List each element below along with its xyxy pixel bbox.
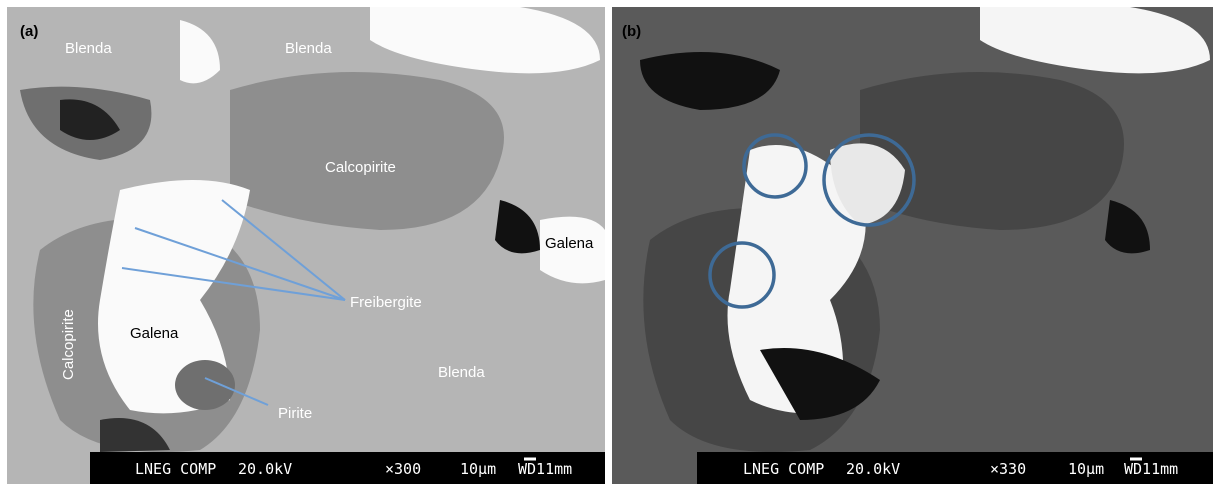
annotation: Blenda <box>65 40 112 57</box>
panel-label: (a) <box>20 23 38 40</box>
panel-label: (b) <box>622 23 641 40</box>
annotation: Galena <box>130 325 179 342</box>
panel-a: (a) Blenda Blenda Calcopirite Galena Fre… <box>7 7 605 484</box>
annotation: Calcopirite <box>325 159 396 176</box>
annotation: Pirite <box>278 405 312 422</box>
databar-text: LNEG COMP <box>743 460 824 478</box>
annotation: Galena <box>545 235 594 252</box>
databar-text: LNEG COMP <box>135 460 216 478</box>
panel-b: (b) LNEG COMP 20.0kV ×330 10μm WD11mm <box>612 7 1213 484</box>
annotation: Freibergite <box>350 294 422 311</box>
databar-text: 20.0kV <box>846 460 900 478</box>
databar-text: 10μm <box>460 460 496 478</box>
figure: (a) Blenda Blenda Calcopirite Galena Fre… <box>0 0 1213 484</box>
databar-text: 10μm <box>1068 460 1104 478</box>
databar-text: 20.0kV <box>238 460 292 478</box>
databar-text: ×300 <box>385 460 421 478</box>
databar-text: ×330 <box>990 460 1026 478</box>
annotation: Blenda <box>285 40 332 57</box>
annotation: Blenda <box>438 364 485 381</box>
databar-text: WD11mm <box>1124 460 1178 478</box>
databar-text: WD11mm <box>518 460 572 478</box>
annotation: Calcopirite <box>60 309 77 380</box>
phase-region <box>230 72 504 230</box>
phase-region <box>860 72 1124 230</box>
pyrite-grain <box>175 360 235 410</box>
